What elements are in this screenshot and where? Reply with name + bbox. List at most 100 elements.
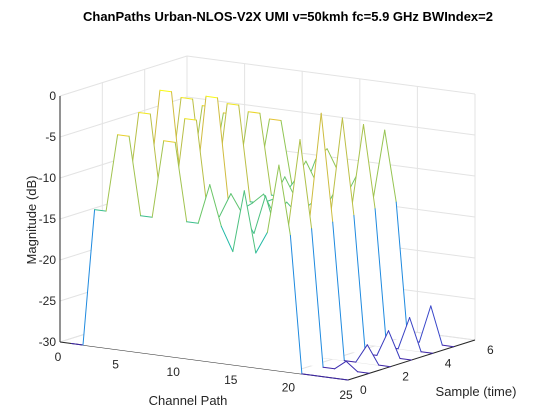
waterfall-segment bbox=[266, 164, 280, 233]
z-tick-label: -25 bbox=[39, 294, 57, 308]
waterfall-segment bbox=[374, 208, 388, 348]
waterfall-segment bbox=[312, 374, 326, 378]
waterfall-segment bbox=[336, 378, 349, 381]
z-tick-label: -10 bbox=[39, 171, 57, 185]
y-axis-label: Sample (time) bbox=[436, 384, 517, 399]
waterfall-segment bbox=[324, 376, 337, 379]
waterfall-segment bbox=[357, 371, 370, 374]
waterfall-segment bbox=[378, 364, 391, 368]
waterfall-segment bbox=[163, 140, 176, 143]
waterfall-segment bbox=[105, 134, 119, 212]
waterfall-segment bbox=[278, 164, 291, 236]
z-tick-label: 0 bbox=[49, 89, 56, 103]
waterfall-segment bbox=[151, 140, 165, 218]
grid-back-z bbox=[186, 96, 476, 136]
waterfall-segment bbox=[301, 373, 314, 376]
waterfall-segment bbox=[174, 141, 188, 223]
waterfall-segment bbox=[82, 209, 96, 346]
waterfall-segment bbox=[209, 184, 222, 227]
waterfall-segment bbox=[269, 118, 282, 121]
waterfall-segment bbox=[299, 139, 313, 230]
waterfall-segment bbox=[280, 120, 294, 189]
waterfall-segment bbox=[255, 231, 268, 254]
waterfall-segment bbox=[341, 117, 355, 216]
waterfall-segment bbox=[409, 317, 422, 353]
y-tick-label: 4 bbox=[445, 356, 452, 370]
waterfall-segment bbox=[253, 195, 266, 234]
waterfall-segment bbox=[117, 134, 130, 137]
waterfall-segment bbox=[334, 360, 347, 370]
waterfall-plot bbox=[71, 89, 455, 381]
waterfall-segment bbox=[363, 124, 376, 210]
y-tick-label: 6 bbox=[487, 343, 494, 357]
waterfall-segment bbox=[197, 184, 211, 224]
waterfall-segment bbox=[420, 351, 434, 354]
waterfall-segment bbox=[397, 317, 411, 350]
waterfall-segment bbox=[71, 343, 84, 346]
waterfall-segment bbox=[320, 112, 334, 223]
waterfall-segment bbox=[355, 344, 368, 363]
waterfall-segment bbox=[388, 330, 401, 359]
waterfall-segment bbox=[180, 97, 194, 100]
waterfall-segment bbox=[289, 235, 303, 375]
waterfall-segment bbox=[351, 124, 364, 207]
waterfall-segment bbox=[159, 89, 172, 93]
waterfall-segment bbox=[345, 360, 359, 373]
waterfall-segment bbox=[232, 190, 245, 253]
waterfall-segment bbox=[226, 103, 240, 106]
waterfall-segment bbox=[288, 139, 301, 227]
waterfall-segment bbox=[353, 215, 366, 355]
waterfall-segment bbox=[94, 209, 107, 212]
waterfall-segment bbox=[309, 112, 322, 220]
z-axis-label: Magnitude (dB) bbox=[24, 176, 39, 265]
y-tick-label: 0 bbox=[360, 383, 367, 397]
y-tick-label: 2 bbox=[402, 370, 409, 384]
waterfall-segment bbox=[247, 111, 261, 114]
waterfall-segment bbox=[138, 112, 151, 115]
x-tick-label: 25 bbox=[339, 388, 353, 402]
waterfall-segment bbox=[217, 97, 230, 209]
z-tick-label: -30 bbox=[39, 335, 57, 349]
waterfall-segment bbox=[238, 104, 251, 203]
chart-title: ChanPaths Urban-NLOS-V2X UMI v=50kmh fc=… bbox=[83, 9, 493, 24]
waterfall-segment bbox=[430, 305, 443, 346]
waterfall-segment bbox=[418, 305, 432, 343]
z-tick-label: -15 bbox=[39, 212, 57, 226]
waterfall-segment bbox=[395, 201, 409, 342]
x-tick-label: 5 bbox=[112, 358, 119, 372]
z-tick-label: -20 bbox=[39, 253, 57, 267]
waterfall-segment bbox=[186, 221, 199, 224]
waterfall-segment bbox=[384, 129, 397, 203]
grid-back-z bbox=[186, 55, 476, 95]
x-axis-label: Channel Path bbox=[149, 393, 228, 408]
waterfall-row-fill bbox=[71, 134, 348, 380]
waterfall-segment bbox=[259, 112, 272, 196]
waterfall-segment bbox=[322, 366, 336, 370]
waterfall-segment bbox=[376, 330, 389, 356]
waterfall-segment bbox=[140, 215, 153, 218]
x-tick-label: 15 bbox=[224, 373, 238, 387]
waterfall-segment bbox=[218, 193, 232, 218]
waterfall-segment bbox=[311, 228, 324, 368]
waterfall-segment bbox=[128, 135, 142, 217]
waterfall-segment bbox=[251, 193, 265, 204]
waterfall-segment bbox=[184, 118, 197, 121]
x-tick-label: 20 bbox=[282, 380, 296, 394]
waterfall-segment bbox=[332, 221, 345, 362]
z-tick-label: -5 bbox=[45, 130, 56, 144]
waterfall-segment bbox=[220, 225, 234, 253]
x-tick-label: 0 bbox=[55, 350, 62, 364]
waterfall-segment bbox=[366, 344, 380, 366]
axes-ticks: 0 5 10 15 20 25 0 2 4 6 0 -5 -10 -15 -20 -25 -30 bbox=[39, 89, 494, 402]
grid-left-z bbox=[59, 55, 188, 97]
x-axis-line bbox=[59, 341, 349, 381]
waterfall-segment bbox=[330, 117, 343, 213]
waterfall-segment bbox=[243, 190, 257, 254]
waterfall-segment bbox=[205, 95, 218, 99]
waterfall-segment bbox=[372, 129, 386, 200]
x-tick-label: 10 bbox=[167, 365, 181, 379]
waterfall-segment bbox=[399, 358, 412, 361]
waterfall-row-0 bbox=[71, 134, 349, 381]
waterfall-segment bbox=[441, 344, 455, 348]
